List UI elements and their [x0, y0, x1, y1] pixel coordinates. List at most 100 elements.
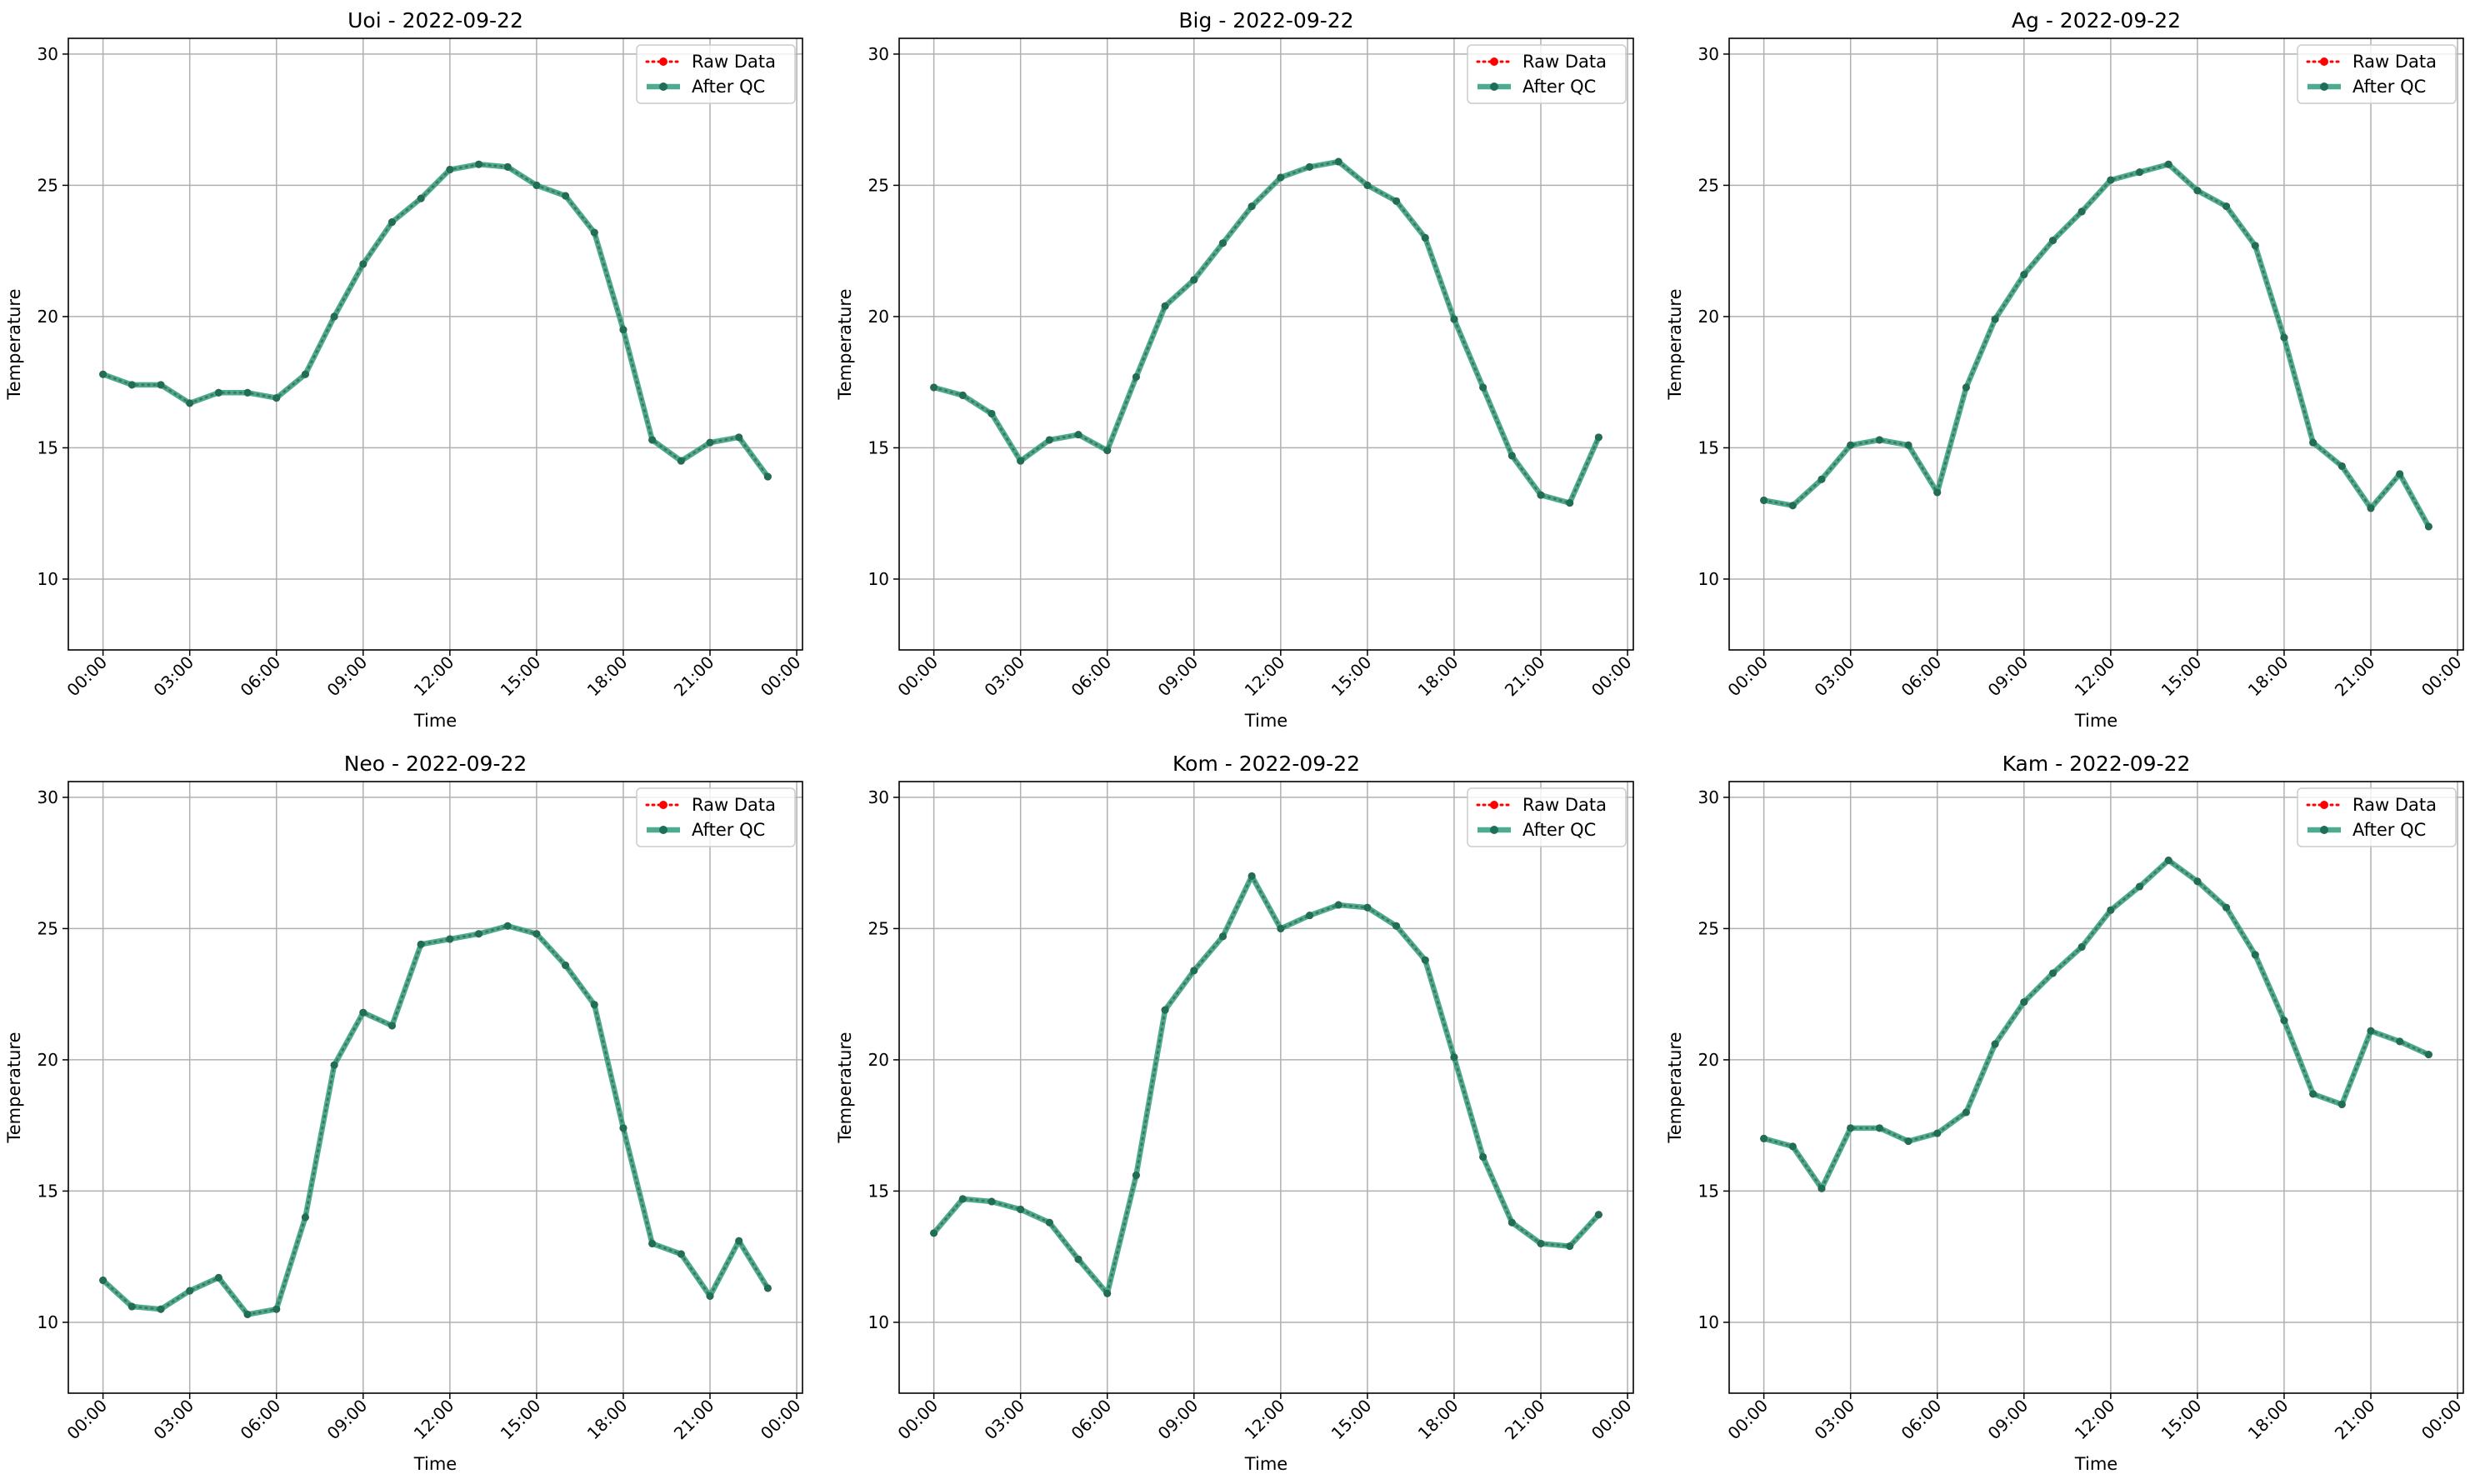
- after-qc-point: [2251, 242, 2259, 250]
- after-qc-point: [1248, 202, 1256, 211]
- legend-qc-marker: [1490, 826, 1498, 834]
- x-tick-label: 18:00: [2244, 1396, 2292, 1444]
- x-tick-label: 06:00: [237, 1396, 285, 1444]
- x-tick-label: 18:00: [2244, 652, 2292, 701]
- x-tick-label: 15:00: [1328, 1396, 1376, 1444]
- x-tick-label: 00:00: [2418, 652, 2466, 701]
- x-axis-label: Time: [2074, 1454, 2118, 1474]
- after-qc-point: [958, 1195, 967, 1203]
- x-axis-label: Time: [1244, 1454, 1288, 1474]
- after-qc-point: [330, 312, 338, 321]
- after-qc-point: [1566, 499, 1574, 507]
- after-qc-point: [2367, 1027, 2375, 1035]
- after-qc-line-overlay: [1763, 163, 2430, 527]
- legend-raw-marker: [659, 57, 668, 66]
- x-tick-label: 21:00: [2331, 1396, 2379, 1444]
- legend-qc-label: After QC: [2352, 77, 2426, 97]
- y-tick-label: 20: [1698, 307, 1719, 327]
- after-qc-point: [1904, 1137, 1912, 1146]
- y-tick-label: 25: [38, 175, 58, 195]
- legend-raw-marker: [659, 801, 668, 809]
- legend-raw-label: Raw Data: [692, 795, 776, 815]
- y-tick-label: 15: [868, 1181, 889, 1201]
- after-qc-point: [1450, 1053, 1458, 1062]
- axes-frame: [68, 37, 803, 651]
- y-tick-label: 30: [1698, 44, 1719, 64]
- x-tick-label: 21:00: [2331, 652, 2379, 701]
- series-raw-data: [1760, 857, 2432, 1192]
- subplot-title: Kam - 2022-09-22: [2002, 752, 2191, 776]
- after-qc-line: [100, 923, 771, 1317]
- after-qc-point: [930, 1229, 938, 1237]
- raw-data-line: [102, 924, 769, 1317]
- after-qc-point: [677, 1250, 685, 1258]
- subplot-title: Neo - 2022-09-22: [344, 752, 528, 776]
- legend: Raw Data After QC: [2297, 787, 2457, 847]
- x-axis-label: Time: [413, 1454, 457, 1474]
- after-qc-point: [446, 166, 454, 174]
- after-qc-point: [1132, 372, 1140, 381]
- x-tick-label: 06:00: [1068, 1396, 1116, 1444]
- y-tick-label: 25: [868, 175, 889, 195]
- series-after-qc: [99, 922, 772, 1318]
- x-tick-label: 00:00: [757, 652, 805, 701]
- after-qc-point: [2338, 1100, 2346, 1108]
- after-qc-point: [2107, 176, 2115, 184]
- after-qc-point: [157, 1305, 165, 1313]
- after-qc-point: [735, 1237, 743, 1245]
- legend: Raw Data After QC: [1467, 44, 1627, 104]
- after-qc-point: [1161, 302, 1169, 310]
- after-qc-point: [2048, 969, 2057, 977]
- y-axis-label: Temperature: [4, 1032, 24, 1143]
- grid: [899, 38, 1633, 650]
- after-qc-point: [1760, 496, 1768, 504]
- after-qc-point: [648, 436, 657, 444]
- after-qc-point: [475, 930, 483, 938]
- after-qc-point: [1904, 441, 1912, 449]
- series-raw-data: [99, 160, 772, 481]
- after-qc-line-overlay: [933, 160, 1600, 504]
- after-qc-point: [1334, 157, 1342, 166]
- after-qc-point: [763, 472, 772, 481]
- x-tick-label: 15:00: [2158, 652, 2206, 701]
- x-tick-label: 06:00: [1898, 652, 1946, 701]
- after-qc-point: [417, 194, 425, 202]
- y-tick-label: 15: [868, 437, 889, 457]
- after-qc-point: [388, 218, 396, 227]
- after-qc-point: [475, 160, 483, 168]
- axes-frame: [1728, 781, 2464, 1394]
- x-tick-label: 21:00: [670, 652, 718, 701]
- x-tick-label: 21:00: [670, 1396, 718, 1444]
- y-tick-label: 30: [38, 44, 58, 64]
- legend-raw-marker: [1490, 57, 1498, 66]
- x-axis-label: Time: [2074, 711, 2118, 731]
- y-tick-label: 15: [38, 437, 58, 457]
- y-tick-label: 15: [38, 1181, 58, 1201]
- after-qc-point: [1508, 1218, 1516, 1227]
- after-qc-point: [1277, 924, 1285, 932]
- after-qc-point: [706, 1292, 714, 1300]
- legend-raw-marker: [1490, 801, 1498, 809]
- after-qc-point: [1991, 1040, 1999, 1048]
- y-tick-label: 10: [868, 569, 889, 589]
- x-tick-label: 03:00: [980, 652, 1028, 701]
- after-qc-point: [1479, 383, 1488, 392]
- legend-raw-label: Raw Data: [2352, 52, 2437, 72]
- after-qc-point: [417, 940, 425, 948]
- after-qc-point: [1875, 436, 1883, 444]
- grid: [899, 782, 1633, 1393]
- after-qc-point: [677, 457, 685, 465]
- after-qc-point: [186, 1287, 194, 1295]
- x-tick-label: 06:00: [1068, 652, 1116, 701]
- after-qc-point: [1818, 1184, 1826, 1192]
- after-qc-point: [2424, 1051, 2432, 1059]
- x-tick-label: 18:00: [1414, 1396, 1462, 1444]
- after-qc-point: [532, 181, 541, 189]
- after-qc-point: [1103, 1289, 1112, 1297]
- after-qc-point: [562, 192, 570, 200]
- x-tick-label: 00:00: [1723, 1396, 1772, 1444]
- after-qc-point: [2136, 168, 2144, 177]
- after-qc-point: [1218, 932, 1227, 941]
- after-qc-point: [1017, 457, 1025, 465]
- after-qc-point: [272, 1305, 281, 1313]
